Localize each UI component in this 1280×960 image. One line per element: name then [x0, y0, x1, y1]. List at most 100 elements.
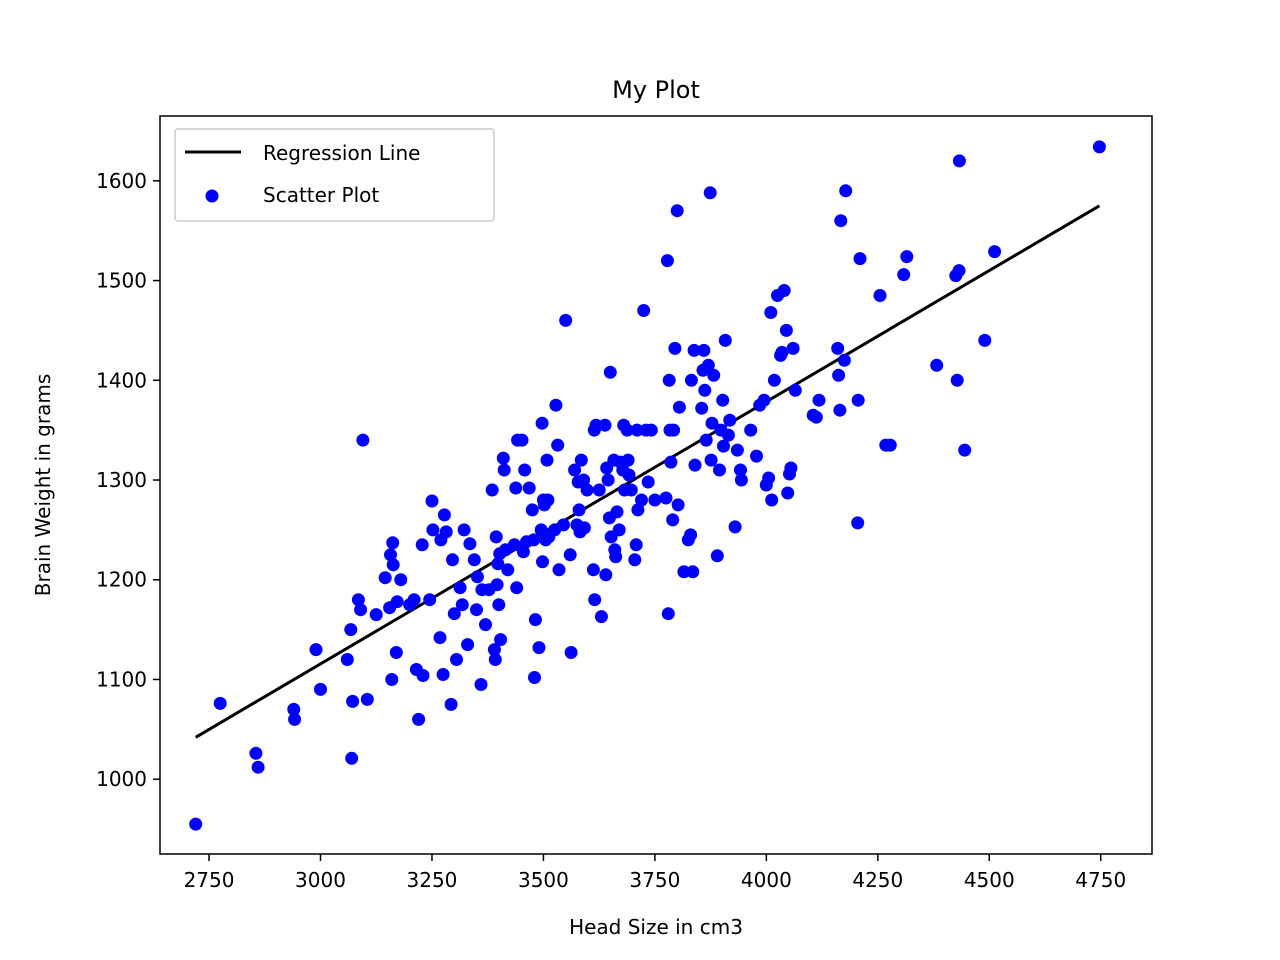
scatter-point [677, 565, 691, 579]
scatter-point [522, 481, 536, 495]
scatter-point [491, 557, 505, 571]
scatter-point [345, 751, 359, 765]
scatter-point [644, 423, 658, 437]
y-tick-label: 1500 [96, 269, 147, 293]
scatter-point [485, 483, 499, 497]
x-tick-label: 4500 [964, 868, 1015, 892]
scatter-point [189, 817, 203, 831]
scatter-point [535, 416, 549, 430]
scatter-point [832, 368, 846, 382]
scatter-point [637, 304, 651, 317]
scatter-point [599, 568, 613, 582]
legend-marker-swatch [205, 189, 219, 203]
scatter-point [664, 455, 678, 469]
scatter-point [288, 712, 302, 726]
scatter-point [412, 712, 426, 726]
scatter-point [775, 345, 789, 359]
scatter-point [314, 682, 327, 696]
scatter-point [777, 284, 791, 297]
scatter-point [833, 403, 847, 417]
x-tick-label: 4250 [852, 868, 903, 892]
scatter-point [670, 204, 684, 218]
scatter-point [492, 598, 506, 612]
y-tick-label: 1000 [96, 767, 147, 791]
scatter-point [883, 438, 897, 452]
scatter-point [510, 581, 524, 595]
scatter-point [695, 401, 709, 415]
scatter-point [351, 593, 365, 607]
scatter-point [603, 365, 617, 379]
scatter-point [446, 553, 459, 567]
scatter-point [873, 289, 887, 302]
scatter-point [415, 538, 429, 552]
scatter-point [609, 550, 623, 564]
scatter-point [557, 518, 570, 532]
x-tick-label: 4750 [1075, 868, 1126, 892]
scatter-point [552, 563, 566, 577]
scatter-point [385, 673, 399, 686]
y-tick-label: 1300 [96, 468, 147, 492]
scatter-point [628, 553, 642, 567]
plot-frame [159, 115, 1153, 855]
scatter-point [610, 505, 624, 519]
scatter-point [369, 608, 383, 622]
scatter-point [786, 341, 800, 355]
scatter-point [697, 343, 711, 357]
scatter-point [525, 503, 539, 517]
regression-line [194, 204, 1101, 739]
scatter-point [621, 453, 635, 467]
y-axis: 1000 1100 1200 1300 1400 1500 1600 [96, 169, 160, 791]
scatter-point [837, 353, 851, 367]
scatter-point [467, 553, 481, 567]
scatter-point [574, 453, 588, 467]
scatter-point [594, 610, 608, 624]
scatter-point [463, 537, 477, 551]
scatter-point [340, 653, 354, 666]
scatter-point [631, 503, 645, 517]
scatter-point [648, 493, 662, 507]
scatter-point [762, 471, 776, 485]
scatter-point [549, 398, 563, 412]
chart-title: My Plot [612, 76, 700, 104]
scatter-point [641, 475, 655, 489]
scatter-point [589, 418, 603, 432]
scatter-point [425, 494, 439, 508]
x-axis-label: Head Size in cm3 [569, 915, 743, 939]
scatter-point [528, 613, 542, 627]
scatter-point [384, 548, 397, 562]
x-tick-label: 3750 [629, 868, 680, 892]
y-tick-label: 1600 [96, 169, 147, 193]
scatter-point [629, 538, 643, 552]
scatter-point [386, 558, 400, 572]
scatter-point [488, 653, 502, 666]
scatter-point [620, 423, 634, 437]
scatter-point [698, 383, 712, 397]
scatter-point [635, 493, 648, 507]
scatter-point [447, 607, 461, 621]
scatter-point [684, 373, 698, 387]
scatter-point [588, 593, 602, 607]
scatter-point [407, 593, 421, 607]
scatter-point [572, 503, 586, 517]
y-tick-label: 1100 [96, 667, 147, 691]
scatter-point [378, 571, 392, 585]
scatter-point [703, 186, 717, 200]
scatter-point [757, 393, 771, 407]
scatter-point [559, 313, 573, 327]
scatter-point [788, 383, 802, 397]
scatter-point [423, 593, 437, 607]
scatter-point [662, 373, 676, 387]
legend-box [174, 128, 495, 222]
scatter-point [900, 250, 914, 264]
scatter-point [713, 463, 726, 477]
scatter-point [718, 333, 732, 347]
x-tick-label: 3500 [518, 868, 569, 892]
scatter-point [721, 428, 735, 442]
scatter-point [930, 358, 944, 372]
scatter-point [764, 306, 778, 319]
x-tick-label: 4000 [741, 868, 792, 892]
scatter-point [592, 483, 606, 497]
scatter-point [426, 523, 440, 537]
scatter-point [744, 423, 758, 437]
scatter-point [723, 413, 737, 427]
